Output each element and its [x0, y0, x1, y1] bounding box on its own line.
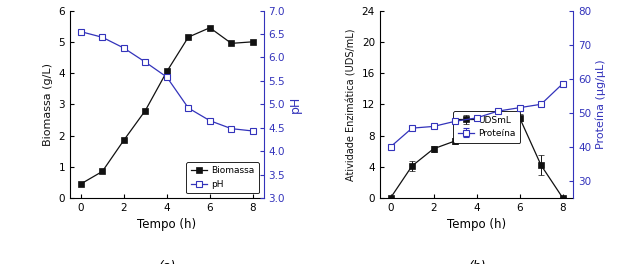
Line: Biomassa: Biomassa — [78, 25, 255, 187]
Text: (b): (b) — [468, 260, 485, 264]
Biomassa — [163, 70, 171, 73]
pH — [185, 106, 192, 110]
Line: pH: pH — [78, 29, 255, 134]
Y-axis label: pH: pH — [289, 96, 303, 113]
pH — [249, 129, 257, 133]
pH — [99, 36, 106, 39]
Biomassa — [249, 40, 257, 43]
Biomassa — [185, 36, 192, 39]
pH — [227, 127, 235, 130]
Y-axis label: Proteína (μg/μL): Proteína (μg/μL) — [596, 59, 606, 149]
pH — [163, 76, 171, 79]
Legend: UDSmL, Proteína: UDSmL, Proteína — [454, 111, 520, 143]
Biomassa — [141, 109, 149, 112]
Biomassa — [120, 139, 127, 142]
pH — [77, 30, 85, 33]
Y-axis label: Biomassa (g/L): Biomassa (g/L) — [43, 63, 53, 146]
Biomassa — [77, 182, 85, 186]
Biomassa — [99, 170, 106, 173]
pH — [141, 60, 149, 64]
X-axis label: Tempo (h): Tempo (h) — [447, 218, 506, 232]
pH — [206, 119, 213, 122]
Legend: Biomassa, pH: Biomassa, pH — [186, 162, 259, 194]
X-axis label: Tempo (h): Tempo (h) — [138, 218, 196, 232]
Biomassa — [206, 26, 213, 29]
Biomassa — [227, 42, 235, 45]
Y-axis label: Atividade Enzimática (UDS/mL): Atividade Enzimática (UDS/mL) — [346, 28, 356, 181]
pH — [120, 46, 127, 50]
Text: (a): (a) — [158, 260, 176, 264]
